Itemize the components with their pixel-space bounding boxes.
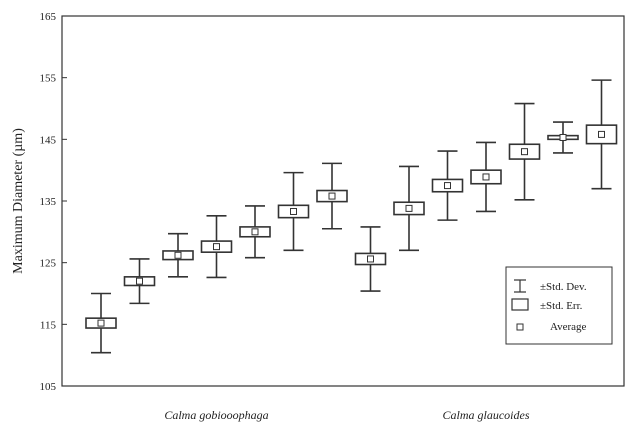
group-label-calma-glaucoides: Calma glaucoides (443, 408, 530, 422)
series-13 (547, 121, 579, 154)
y-axis-label: Maximum Diameter (µm) (11, 128, 26, 274)
y-tick-label: 155 (40, 73, 57, 85)
series-7 (316, 162, 348, 230)
legend-label-std-err: ±Std. Err. (540, 300, 583, 312)
y-tick-label: 135 (40, 196, 57, 208)
y-tick-label: 165 (40, 11, 57, 23)
y-tick-label: 115 (40, 319, 57, 331)
average-marker (405, 204, 413, 212)
average-marker (521, 148, 528, 156)
series-4 (200, 215, 233, 279)
series-2 (123, 258, 156, 305)
average-marker (328, 192, 336, 200)
average-marker (559, 133, 567, 141)
data-marks (85, 79, 618, 354)
y-axis: 105 115 125 135 145 155 165 (40, 11, 67, 393)
group-label-calma-gobiooophaga: Calma gobiooophaga (164, 408, 268, 422)
y-tick-label: 125 (40, 258, 57, 270)
legend-average-symbol (516, 323, 524, 331)
average-marker (251, 228, 259, 236)
average-marker (136, 277, 143, 285)
series-3 (162, 232, 194, 278)
series-1 (85, 292, 117, 354)
series-6 (277, 171, 310, 252)
series-12 (508, 102, 541, 201)
series-8 (354, 226, 387, 292)
average-marker (482, 173, 490, 181)
legend-label-average: Average (550, 321, 587, 333)
average-marker (444, 182, 451, 190)
legend-label-std-dev: ±Std. Dev. (540, 281, 587, 293)
average-marker (174, 251, 182, 259)
legend-se-symbol (511, 298, 529, 311)
series-10 (431, 150, 464, 221)
series-14 (585, 79, 618, 190)
average-marker (290, 207, 297, 215)
series-11 (470, 141, 502, 213)
legend-sd-symbol (514, 279, 526, 293)
y-tick-label: 145 (40, 134, 57, 146)
average-marker (213, 243, 220, 251)
average-marker (367, 255, 374, 263)
average-marker (598, 130, 605, 138)
series-9 (393, 165, 425, 252)
legend: ±Std. Dev. ±Std. Err. Average (505, 266, 613, 345)
average-marker (97, 319, 105, 327)
series-5 (239, 205, 271, 259)
y-tick-label: 105 (40, 381, 57, 393)
